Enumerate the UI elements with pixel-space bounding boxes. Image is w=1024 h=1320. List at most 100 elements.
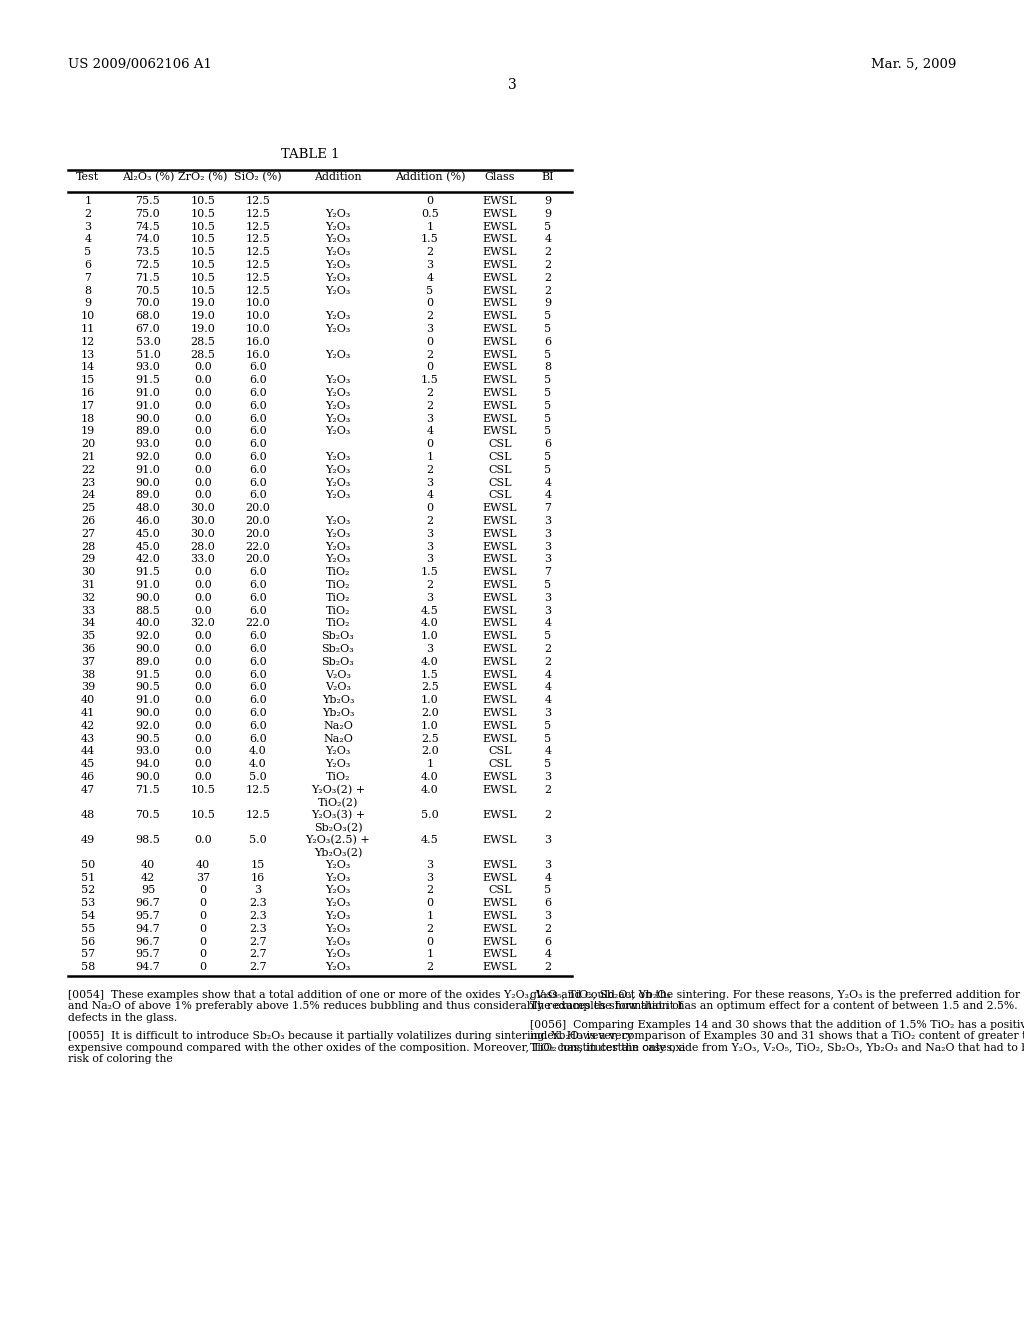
Text: expensive compound compared with the other oxides of the composition. Moreover, : expensive compound compared with the oth… bbox=[68, 1043, 685, 1053]
Text: 4.0: 4.0 bbox=[421, 772, 439, 781]
Text: 4: 4 bbox=[545, 478, 552, 487]
Text: 16: 16 bbox=[251, 873, 265, 883]
Text: 2.7: 2.7 bbox=[249, 937, 267, 946]
Text: 0.0: 0.0 bbox=[195, 669, 212, 680]
Text: 40: 40 bbox=[141, 859, 155, 870]
Text: glass and could act on the sintering. For these reasons, Y₂O₃ is the preferred a: glass and could act on the sintering. Fo… bbox=[530, 990, 1024, 1001]
Text: 10.0: 10.0 bbox=[246, 298, 270, 309]
Text: Yb₂O₃(2): Yb₂O₃(2) bbox=[313, 847, 362, 858]
Text: 2: 2 bbox=[545, 260, 552, 271]
Text: 3: 3 bbox=[426, 541, 433, 552]
Text: 0.0: 0.0 bbox=[195, 478, 212, 487]
Text: 13: 13 bbox=[81, 350, 95, 359]
Text: 0.0: 0.0 bbox=[195, 579, 212, 590]
Text: Y₂O₃: Y₂O₃ bbox=[326, 209, 350, 219]
Text: 18: 18 bbox=[81, 413, 95, 424]
Text: 10.5: 10.5 bbox=[190, 285, 215, 296]
Text: EWSL: EWSL bbox=[482, 350, 517, 359]
Text: 28.5: 28.5 bbox=[190, 350, 215, 359]
Text: 0: 0 bbox=[200, 924, 207, 933]
Text: 0.0: 0.0 bbox=[195, 631, 212, 642]
Text: 3: 3 bbox=[545, 541, 552, 552]
Text: 19.0: 19.0 bbox=[190, 312, 215, 321]
Text: EWSL: EWSL bbox=[482, 260, 517, 271]
Text: 2.5: 2.5 bbox=[421, 734, 439, 743]
Text: 4: 4 bbox=[426, 273, 433, 282]
Text: Y₂O₃: Y₂O₃ bbox=[326, 260, 350, 271]
Text: 0: 0 bbox=[200, 937, 207, 946]
Text: 0: 0 bbox=[426, 195, 433, 206]
Text: 0.0: 0.0 bbox=[195, 426, 212, 437]
Text: 28.0: 28.0 bbox=[190, 541, 215, 552]
Text: 0.0: 0.0 bbox=[195, 708, 212, 718]
Text: 0.0: 0.0 bbox=[195, 606, 212, 615]
Text: 34: 34 bbox=[81, 618, 95, 628]
Text: 56: 56 bbox=[81, 937, 95, 946]
Text: 88.5: 88.5 bbox=[135, 606, 161, 615]
Text: 22.0: 22.0 bbox=[246, 541, 270, 552]
Text: CSL: CSL bbox=[488, 491, 512, 500]
Text: 14: 14 bbox=[81, 363, 95, 372]
Text: 10.5: 10.5 bbox=[190, 260, 215, 271]
Text: 4: 4 bbox=[426, 491, 433, 500]
Text: 96.7: 96.7 bbox=[135, 937, 161, 946]
Text: EWSL: EWSL bbox=[482, 593, 517, 603]
Text: 6.0: 6.0 bbox=[249, 465, 267, 475]
Text: 94.0: 94.0 bbox=[135, 759, 161, 770]
Text: 53: 53 bbox=[81, 898, 95, 908]
Text: 6.0: 6.0 bbox=[249, 375, 267, 385]
Text: EWSL: EWSL bbox=[482, 413, 517, 424]
Text: 0: 0 bbox=[200, 886, 207, 895]
Text: 2: 2 bbox=[545, 273, 552, 282]
Text: 5: 5 bbox=[545, 312, 552, 321]
Text: 48: 48 bbox=[81, 809, 95, 820]
Text: EWSL: EWSL bbox=[482, 809, 517, 820]
Text: 4.5: 4.5 bbox=[421, 606, 439, 615]
Text: 1: 1 bbox=[426, 911, 433, 921]
Text: Y₂O₃(2) +: Y₂O₃(2) + bbox=[311, 785, 366, 795]
Text: 25: 25 bbox=[81, 503, 95, 513]
Text: Na₂O: Na₂O bbox=[323, 734, 353, 743]
Text: 2: 2 bbox=[426, 401, 433, 411]
Text: EWSL: EWSL bbox=[482, 363, 517, 372]
Text: 4: 4 bbox=[545, 746, 552, 756]
Text: 8: 8 bbox=[545, 363, 552, 372]
Text: EWSL: EWSL bbox=[482, 606, 517, 615]
Text: 19: 19 bbox=[81, 426, 95, 437]
Text: 75.0: 75.0 bbox=[135, 209, 161, 219]
Text: 3: 3 bbox=[426, 413, 433, 424]
Text: 0.0: 0.0 bbox=[195, 363, 212, 372]
Text: 93.0: 93.0 bbox=[135, 440, 161, 449]
Text: 0.0: 0.0 bbox=[195, 388, 212, 399]
Text: 2: 2 bbox=[545, 644, 552, 653]
Text: 45: 45 bbox=[81, 759, 95, 770]
Text: 32: 32 bbox=[81, 593, 95, 603]
Text: 73.5: 73.5 bbox=[135, 247, 161, 257]
Text: 96.7: 96.7 bbox=[135, 898, 161, 908]
Text: 3: 3 bbox=[545, 606, 552, 615]
Text: EWSL: EWSL bbox=[482, 949, 517, 960]
Text: 4.5: 4.5 bbox=[421, 834, 439, 845]
Text: 6.0: 6.0 bbox=[249, 579, 267, 590]
Text: 16.0: 16.0 bbox=[246, 350, 270, 359]
Text: 3: 3 bbox=[426, 859, 433, 870]
Text: 2: 2 bbox=[426, 388, 433, 399]
Text: EWSL: EWSL bbox=[482, 734, 517, 743]
Text: EWSL: EWSL bbox=[482, 554, 517, 565]
Text: Y₂O₃: Y₂O₃ bbox=[326, 898, 350, 908]
Text: 2.3: 2.3 bbox=[249, 924, 267, 933]
Text: 4: 4 bbox=[545, 696, 552, 705]
Text: EWSL: EWSL bbox=[482, 785, 517, 795]
Text: 72.5: 72.5 bbox=[135, 260, 161, 271]
Text: EWSL: EWSL bbox=[482, 568, 517, 577]
Text: TiO₂: TiO₂ bbox=[326, 606, 350, 615]
Text: 2: 2 bbox=[426, 465, 433, 475]
Text: 6: 6 bbox=[545, 337, 552, 347]
Text: EWSL: EWSL bbox=[482, 937, 517, 946]
Text: 9: 9 bbox=[545, 209, 552, 219]
Text: 19.0: 19.0 bbox=[190, 298, 215, 309]
Text: Mar. 5, 2009: Mar. 5, 2009 bbox=[870, 58, 956, 71]
Text: 54: 54 bbox=[81, 911, 95, 921]
Text: 2: 2 bbox=[545, 657, 552, 667]
Text: 6.0: 6.0 bbox=[249, 491, 267, 500]
